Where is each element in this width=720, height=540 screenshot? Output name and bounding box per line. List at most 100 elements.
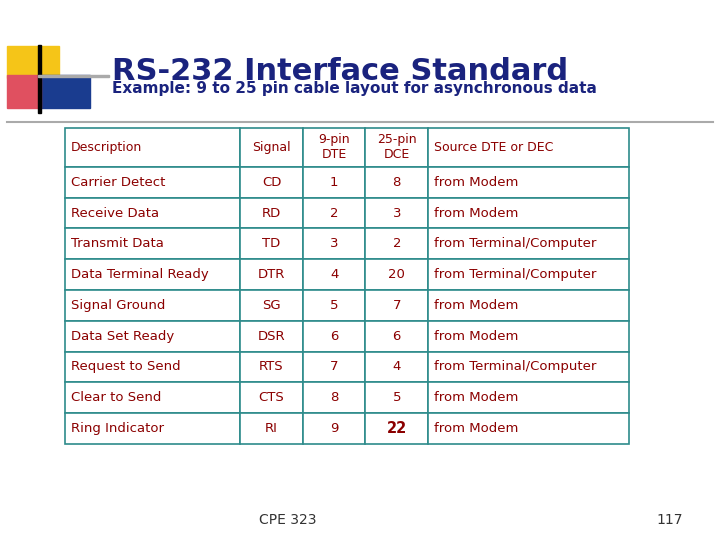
Text: 1: 1 bbox=[330, 176, 338, 189]
Bar bbox=[428, 167, 629, 198]
Bar bbox=[303, 167, 366, 198]
Bar bbox=[65, 128, 240, 167]
Text: TD: TD bbox=[262, 237, 281, 251]
Bar bbox=[65, 198, 240, 228]
Bar bbox=[366, 259, 428, 290]
Bar bbox=[38, 45, 41, 113]
Text: from Terminal/Computer: from Terminal/Computer bbox=[434, 268, 596, 281]
Bar bbox=[65, 352, 240, 382]
Bar bbox=[240, 167, 303, 198]
Bar bbox=[303, 413, 366, 444]
Bar bbox=[240, 382, 303, 413]
Text: Request to Send: Request to Send bbox=[71, 360, 180, 374]
Text: 8: 8 bbox=[330, 391, 338, 404]
Bar bbox=[7, 75, 41, 108]
Bar bbox=[428, 352, 629, 382]
Bar bbox=[366, 290, 428, 321]
Text: Example: 9 to 25 pin cable layout for asynchronous data: Example: 9 to 25 pin cable layout for as… bbox=[112, 81, 596, 96]
Bar bbox=[428, 128, 629, 167]
Text: from Modem: from Modem bbox=[434, 299, 518, 312]
Bar bbox=[428, 321, 629, 352]
Bar bbox=[240, 259, 303, 290]
Text: Carrier Detect: Carrier Detect bbox=[71, 176, 165, 189]
Bar bbox=[428, 413, 629, 444]
Text: 3: 3 bbox=[330, 237, 338, 251]
Bar bbox=[240, 228, 303, 259]
Text: from Modem: from Modem bbox=[434, 206, 518, 220]
Text: 2: 2 bbox=[392, 237, 401, 251]
Text: 4: 4 bbox=[392, 360, 401, 374]
Bar bbox=[366, 128, 428, 167]
Text: 9-pin
DTE: 9-pin DTE bbox=[318, 133, 350, 161]
Text: SG: SG bbox=[262, 299, 281, 312]
Bar bbox=[366, 352, 428, 382]
Text: Ring Indicator: Ring Indicator bbox=[71, 422, 163, 435]
Text: from Terminal/Computer: from Terminal/Computer bbox=[434, 360, 596, 374]
Text: Data Set Ready: Data Set Ready bbox=[71, 329, 174, 343]
Bar bbox=[366, 167, 428, 198]
Bar bbox=[428, 228, 629, 259]
Bar bbox=[366, 198, 428, 228]
Text: 3: 3 bbox=[392, 206, 401, 220]
Text: RTS: RTS bbox=[259, 360, 284, 374]
Bar bbox=[65, 382, 240, 413]
Text: 6: 6 bbox=[392, 329, 401, 343]
Text: 7: 7 bbox=[392, 299, 401, 312]
Text: 20: 20 bbox=[388, 268, 405, 281]
Text: RS-232 Interface Standard: RS-232 Interface Standard bbox=[112, 57, 568, 86]
Text: from Modem: from Modem bbox=[434, 391, 518, 404]
Text: 25-pin
DCE: 25-pin DCE bbox=[377, 133, 417, 161]
Bar bbox=[65, 290, 240, 321]
Text: 9: 9 bbox=[330, 422, 338, 435]
Text: CPE 323: CPE 323 bbox=[259, 512, 317, 526]
Bar bbox=[303, 128, 366, 167]
Text: from Modem: from Modem bbox=[434, 176, 518, 189]
Text: Receive Data: Receive Data bbox=[71, 206, 158, 220]
Bar bbox=[240, 352, 303, 382]
Bar bbox=[366, 321, 428, 352]
Text: DSR: DSR bbox=[258, 329, 285, 343]
Text: 4: 4 bbox=[330, 268, 338, 281]
Text: DTR: DTR bbox=[258, 268, 285, 281]
Bar bbox=[428, 290, 629, 321]
Text: 2: 2 bbox=[330, 206, 338, 220]
Text: Signal: Signal bbox=[252, 141, 291, 154]
Bar bbox=[303, 290, 366, 321]
Bar bbox=[303, 382, 366, 413]
Text: CTS: CTS bbox=[258, 391, 284, 404]
Bar bbox=[65, 228, 240, 259]
Bar bbox=[366, 413, 428, 444]
Bar bbox=[39, 75, 91, 108]
Bar bbox=[303, 259, 366, 290]
Bar bbox=[240, 128, 303, 167]
Text: 5: 5 bbox=[392, 391, 401, 404]
Bar bbox=[303, 228, 366, 259]
Text: 7: 7 bbox=[330, 360, 338, 374]
Text: RD: RD bbox=[262, 206, 281, 220]
Bar bbox=[428, 259, 629, 290]
Bar bbox=[240, 198, 303, 228]
Bar bbox=[303, 352, 366, 382]
Text: from Terminal/Computer: from Terminal/Computer bbox=[434, 237, 596, 251]
Text: from Modem: from Modem bbox=[434, 422, 518, 435]
Bar bbox=[240, 413, 303, 444]
Bar bbox=[366, 228, 428, 259]
Bar bbox=[428, 382, 629, 413]
Bar bbox=[65, 167, 240, 198]
Text: 117: 117 bbox=[657, 512, 683, 526]
Text: Source DTE or DEC: Source DTE or DEC bbox=[434, 141, 553, 154]
Bar bbox=[38, 75, 109, 77]
Bar bbox=[65, 321, 240, 352]
Text: Signal Ground: Signal Ground bbox=[71, 299, 165, 312]
Bar bbox=[366, 382, 428, 413]
Bar bbox=[65, 259, 240, 290]
Text: Description: Description bbox=[71, 141, 142, 154]
Text: 6: 6 bbox=[330, 329, 338, 343]
Text: 22: 22 bbox=[387, 421, 407, 436]
Text: Transmit Data: Transmit Data bbox=[71, 237, 163, 251]
Bar bbox=[428, 198, 629, 228]
Bar bbox=[240, 321, 303, 352]
Bar bbox=[303, 198, 366, 228]
Text: Clear to Send: Clear to Send bbox=[71, 391, 161, 404]
Bar bbox=[7, 45, 59, 78]
